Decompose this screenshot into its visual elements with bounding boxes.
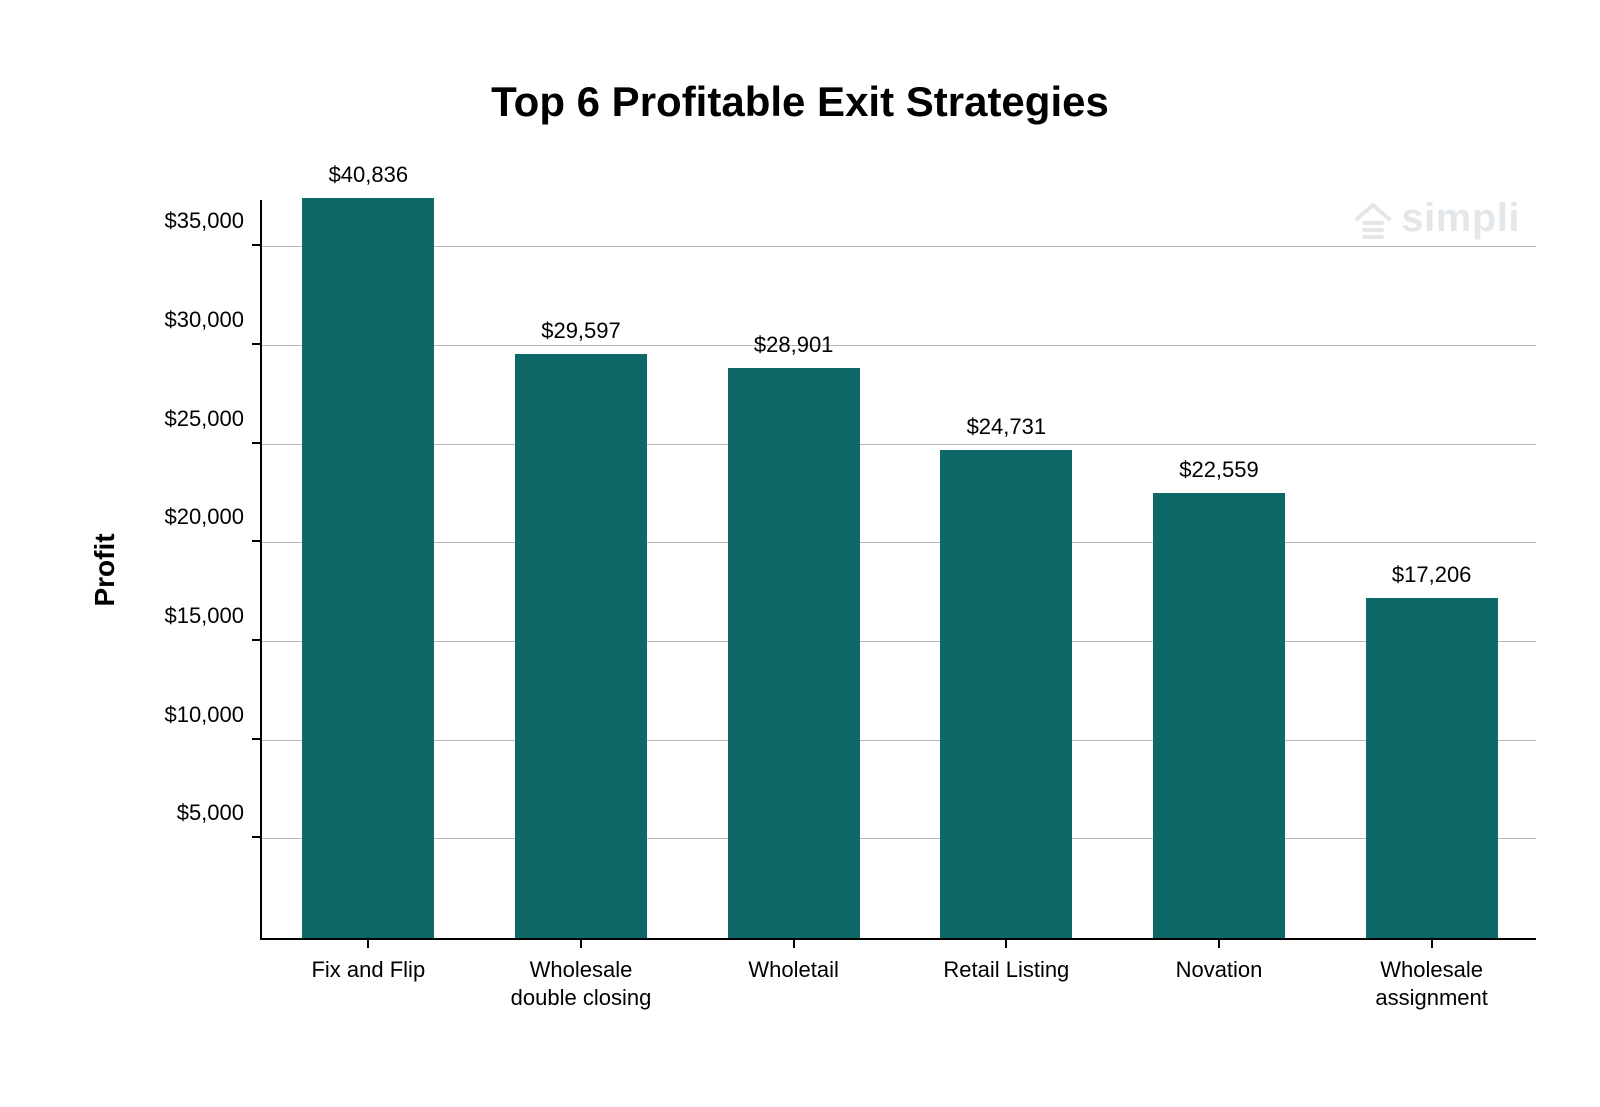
x-tick-mark — [1431, 938, 1433, 948]
x-tick-mark — [1218, 938, 1220, 948]
y-tick-mark — [252, 540, 262, 542]
bar-chart: Top 6 Profitable Exit Strategies $5,000$… — [0, 0, 1600, 1107]
watermark-logo: simpli — [1351, 196, 1520, 241]
x-tick-label: Wholesaleassignment — [1331, 956, 1533, 1011]
y-tick-label: $20,000 — [164, 504, 244, 530]
x-tick-label: Novation — [1118, 956, 1320, 984]
x-tick-mark — [367, 938, 369, 948]
x-tick-mark — [793, 938, 795, 948]
y-tick-mark — [252, 442, 262, 444]
y-tick-label: $15,000 — [164, 603, 244, 629]
x-tick-label: Fix and Flip — [267, 956, 469, 984]
plot-area: $5,000$10,000$15,000$20,000$25,000$30,00… — [260, 200, 1536, 940]
bar-value-label: $24,731 — [967, 414, 1047, 440]
gridline — [262, 345, 1536, 346]
chart-title: Top 6 Profitable Exit Strategies — [0, 78, 1600, 126]
bar: $17,206 — [1366, 598, 1498, 938]
y-tick-label: $30,000 — [164, 307, 244, 333]
y-tick-label: $35,000 — [164, 208, 244, 234]
gridline — [262, 246, 1536, 247]
y-tick-mark — [252, 738, 262, 740]
bar: $22,559 — [1153, 493, 1285, 938]
bar-value-label: $40,836 — [329, 162, 409, 188]
y-tick-mark — [252, 836, 262, 838]
gridline — [262, 838, 1536, 839]
gridline — [262, 444, 1536, 445]
y-tick-label: $10,000 — [164, 702, 244, 728]
gridline — [262, 641, 1536, 642]
gridline — [262, 542, 1536, 543]
gridline — [262, 740, 1536, 741]
y-tick-mark — [252, 343, 262, 345]
bar-value-label: $17,206 — [1392, 562, 1472, 588]
y-tick-label: $25,000 — [164, 406, 244, 432]
watermark-text: simpli — [1401, 196, 1520, 241]
bar: $40,836 — [302, 198, 434, 938]
y-tick-mark — [252, 639, 262, 641]
bar-value-label: $28,901 — [754, 332, 834, 358]
x-tick-label: Wholesaledouble closing — [480, 956, 682, 1011]
y-tick-mark — [252, 244, 262, 246]
y-axis-label: Profit — [89, 533, 121, 606]
y-tick-label: $5,000 — [177, 800, 244, 826]
x-tick-mark — [580, 938, 582, 948]
x-tick-label: Retail Listing — [905, 956, 1107, 984]
x-tick-label: Wholetail — [693, 956, 895, 984]
house-icon — [1351, 197, 1395, 241]
bar-value-label: $22,559 — [1179, 457, 1259, 483]
x-tick-mark — [1005, 938, 1007, 948]
bar: $24,731 — [940, 450, 1072, 938]
bar-value-label: $29,597 — [541, 318, 621, 344]
bar: $29,597 — [515, 354, 647, 938]
bar: $28,901 — [728, 368, 860, 938]
